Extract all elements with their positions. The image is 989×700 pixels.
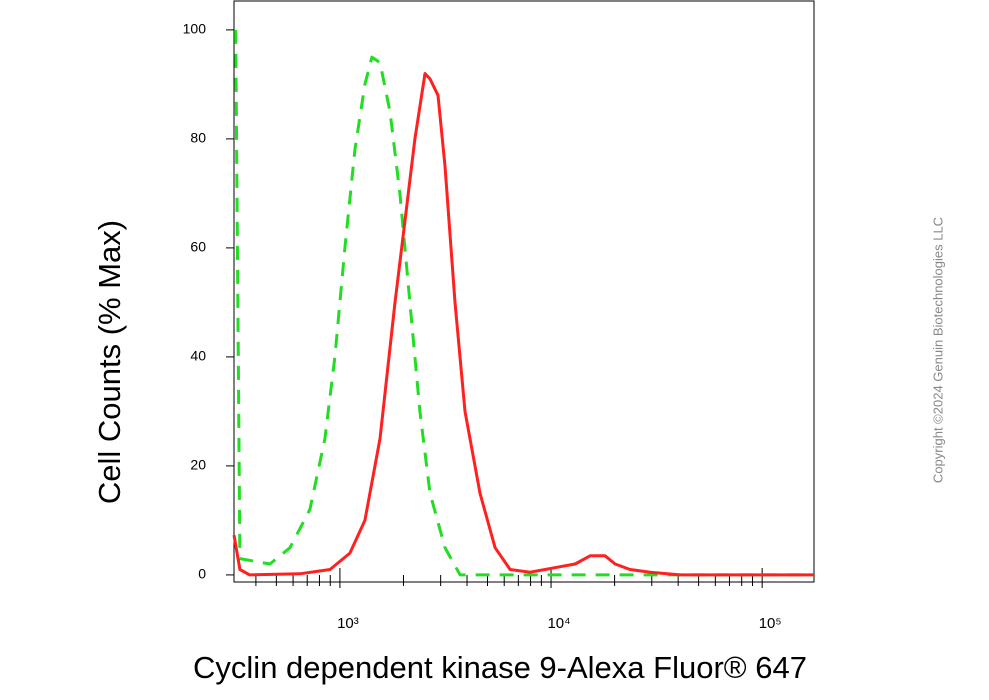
y-tick-label: 40 — [190, 348, 206, 364]
x-tick-label: 10³ — [337, 615, 359, 632]
plot-frame — [233, 0, 815, 583]
x-tick-label: 10⁵ — [759, 615, 782, 632]
y-tick-label: 80 — [190, 130, 206, 146]
y-tick-label: 20 — [190, 457, 206, 473]
series-line — [234, 29, 814, 577]
y-tick-label: 100 — [183, 21, 207, 37]
series-line — [232, 72, 814, 577]
y-axis-title: Cell Counts (% Max) — [92, 220, 127, 504]
x-axis-title: Cyclin dependent kinase 9-Alexa Fluor® 6… — [193, 650, 807, 685]
copyright: Copyright ©2024 Genuin Biotechnologies L… — [930, 217, 945, 483]
y-tick-label: 0 — [198, 566, 206, 582]
y-tick-label: 60 — [190, 239, 206, 255]
x-tick-label: 10⁴ — [547, 615, 570, 632]
